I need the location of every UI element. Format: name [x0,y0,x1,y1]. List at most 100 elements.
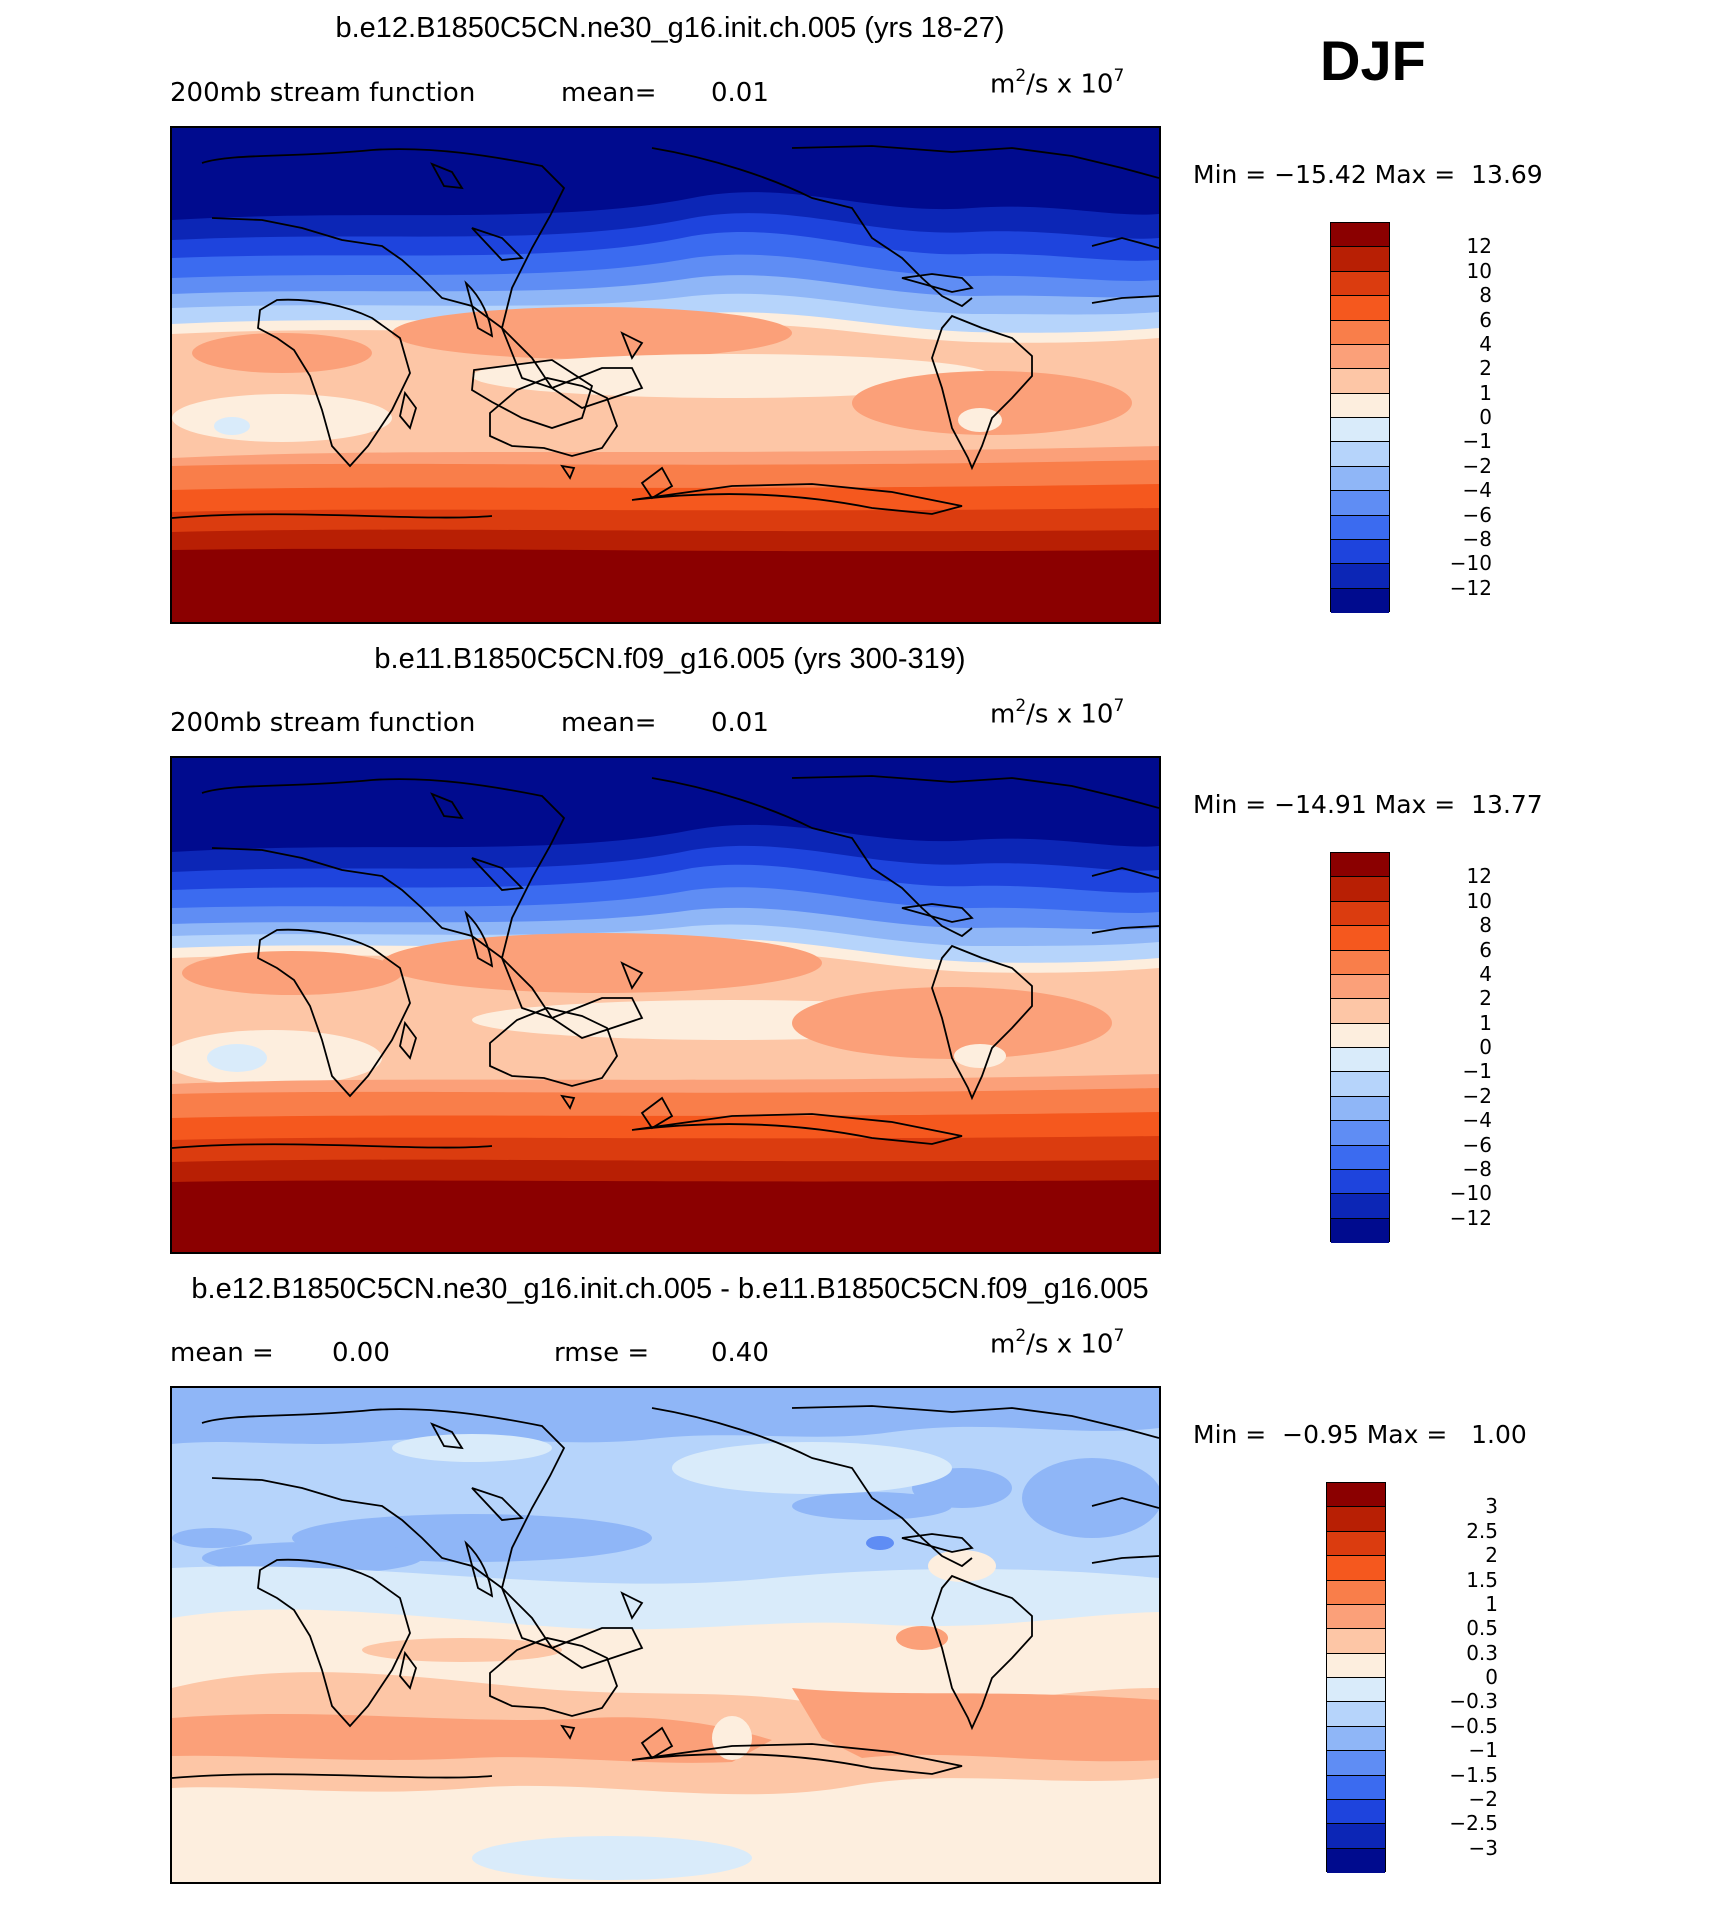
panel-1-units: m2/s x 107 [990,66,1125,100]
colorbar-tick-label: −4 [1462,1108,1492,1133]
colorbar-swatch [1331,950,1389,975]
colorbar-swatch [1331,1121,1389,1146]
panel-3-field [172,1388,1159,1882]
panel-2-variable-label: 200mb stream function [170,708,476,738]
colorbar-swatch [1331,1048,1389,1073]
colorbar-tick-label: −2 [1462,453,1492,478]
panel-1-title: b.e12.B1850C5CN.ne30_g16.init.ch.005 (yr… [335,12,1005,44]
colorbar-tick-label: −2.5 [1449,1811,1498,1836]
colorbar-tick-label: −3 [1468,1835,1498,1860]
panel-3-minmax: Min = −0.95 Max = 1.00 [1193,1420,1527,1449]
colorbar-swatch [1331,1194,1389,1219]
colorbar-swatch [1327,1604,1385,1630]
colorbar-swatch [1331,466,1389,492]
panel-2-units: m2/s x 107 [990,696,1125,730]
colorbar-tick-label: 0.5 [1466,1616,1498,1641]
colorbar-tick-label: −12 [1449,1205,1492,1230]
colorbar-tick-label: 0 [1479,405,1492,429]
colorbar-tick-label: 6 [1479,937,1492,962]
colorbar-swatch [1327,1799,1385,1825]
colorbar-swatch [1331,1169,1389,1195]
colorbar-tick-label: −0.3 [1449,1689,1498,1714]
colorbar-swatch [1331,393,1389,418]
colorbar-swatch [1331,974,1389,1000]
colorbar-tick-label: 0 [1485,1665,1498,1689]
colorbar-swatch [1331,442,1389,467]
colorbar-tick-label: 2 [1479,986,1492,1011]
colorbar-swatch [1327,1726,1385,1752]
panel-2-title: b.e11.B1850C5CN.f09_g16.005 (yrs 300-319… [374,643,966,675]
colorbar-tick-label: −8 [1462,526,1492,551]
colorbar-swatch [1331,926,1389,951]
colorbar-swatch [1327,1775,1385,1800]
colorbar-tick-label: −0.5 [1449,1713,1498,1738]
panel-2-mean-value: 0.01 [711,708,769,738]
panel-1-variable-label: 200mb stream function [170,78,476,108]
colorbar-tick-label: −10 [1449,1181,1492,1206]
colorbar-swatch [1327,1848,1385,1873]
panel-1-mean-label: mean= [561,78,657,108]
colorbar-tick-label: −2 [1462,1083,1492,1108]
colorbar-swatch [1331,1218,1389,1243]
colorbar-tick-label: 1 [1485,1591,1498,1616]
panel-2-field [172,758,1159,1252]
colorbar-tick-label: −1 [1462,1059,1492,1084]
colorbar-tick-label: 12 [1466,234,1492,259]
colorbar-tick-label: 1 [1479,1010,1492,1035]
colorbar-tick-label: 6 [1479,307,1492,332]
colorbar-tick-label: 3 [1485,1494,1498,1519]
colorbar-tick-label: −8 [1462,1156,1492,1181]
colorbar-swatch [1331,539,1389,565]
colorbar-tick-label: −1 [1462,429,1492,454]
colorbar-swatch [1327,1629,1385,1654]
panel-3-mean-value: 0.00 [332,1338,390,1368]
colorbar-swatch [1327,1678,1385,1703]
colorbar-swatch [1331,1072,1389,1097]
panel-1-colorbar-labels: 12 10 8 6 4 2 1 0 −1 −2 −4 −6 −8 −10 −12 [1402,222,1492,612]
colorbar-swatch [1331,515,1389,540]
colorbar-swatch [1331,296,1389,321]
colorbar-swatch [1331,271,1389,297]
colorbar-tick-label: −1 [1468,1738,1498,1763]
colorbar-tick-label: 1.5 [1466,1567,1498,1592]
panel-2-map [170,756,1161,1254]
colorbar-tick-label: −6 [1462,502,1492,527]
colorbar-swatch [1327,1580,1385,1605]
colorbar-swatch [1331,877,1389,902]
panel-2-colorbar [1330,852,1390,1243]
panel-1-field [172,128,1159,622]
colorbar-swatch [1331,223,1389,248]
colorbar-tick-label: −6 [1462,1132,1492,1157]
colorbar-swatch [1327,1824,1385,1849]
panel-2-colorbar-labels: 12 10 8 6 4 2 1 0 −1 −2 −4 −6 −8 −10 −12 [1402,852,1492,1242]
colorbar-swatch [1331,344,1389,370]
colorbar-swatch [1331,564,1389,589]
panel-1-mean-value: 0.01 [711,78,769,108]
colorbar-swatch [1327,1531,1385,1557]
panel-3-title: b.e12.B1850C5CN.ne30_g16.init.ch.005 - b… [191,1273,1149,1305]
colorbar-swatch [1331,320,1389,345]
colorbar-swatch [1327,1483,1385,1508]
panel-3-rmse-label: rmse = [554,1338,650,1368]
colorbar-tick-label: −10 [1449,551,1492,576]
panel-3-colorbar-labels: 3 2.5 2 1.5 1 0.5 0.3 0 −0.3 −0.5 −1 −1.5 −2 −2.5 −3 [1398,1482,1498,1872]
panel-3-mean-label: mean = [170,1338,274,1368]
colorbar-swatch [1331,491,1389,516]
colorbar-tick-label: 10 [1466,888,1492,913]
colorbar-tick-label: 0 [1479,1035,1492,1059]
colorbar-swatch [1327,1751,1385,1776]
panel-2-mean-label: mean= [561,708,657,738]
colorbar-tick-label: 4 [1479,331,1492,356]
colorbar-swatch [1331,999,1389,1024]
colorbar-swatch [1331,1096,1389,1122]
colorbar-swatch [1331,588,1389,613]
colorbar-swatch [1327,1702,1385,1727]
colorbar-swatch [1331,1023,1389,1048]
panel-3-colorbar [1326,1482,1386,1873]
colorbar-tick-label: 1 [1479,380,1492,405]
panel-3-units: m2/s x 107 [990,1326,1125,1360]
colorbar-tick-label: −4 [1462,478,1492,503]
colorbar-swatch [1331,247,1389,272]
colorbar-swatch [1327,1556,1385,1581]
colorbar-tick-label: 8 [1479,283,1492,308]
